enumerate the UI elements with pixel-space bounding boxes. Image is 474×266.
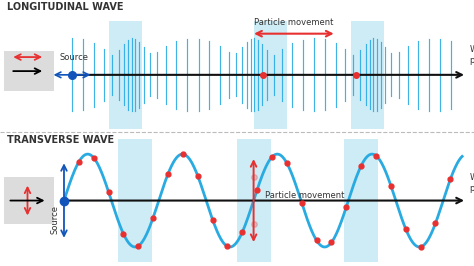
Bar — [254, 21, 287, 129]
Text: TRANSVERSE WAVE: TRANSVERSE WAVE — [7, 135, 114, 145]
Bar — [118, 139, 152, 262]
Text: Wave
propagation: Wave propagation — [469, 45, 474, 65]
Text: LONGITUDINAL WAVE: LONGITUDINAL WAVE — [7, 2, 124, 12]
Text: Source: Source — [50, 205, 59, 234]
Text: Wave
propagation: Wave propagation — [469, 173, 474, 193]
Bar — [344, 139, 378, 262]
Bar — [351, 21, 384, 129]
Bar — [237, 139, 271, 262]
Text: Particle movement: Particle movement — [254, 18, 334, 27]
Bar — [109, 21, 142, 129]
Text: Particle movement: Particle movement — [265, 191, 345, 200]
Bar — [4, 177, 54, 224]
Text: Source: Source — [60, 53, 89, 62]
Bar — [4, 51, 54, 91]
